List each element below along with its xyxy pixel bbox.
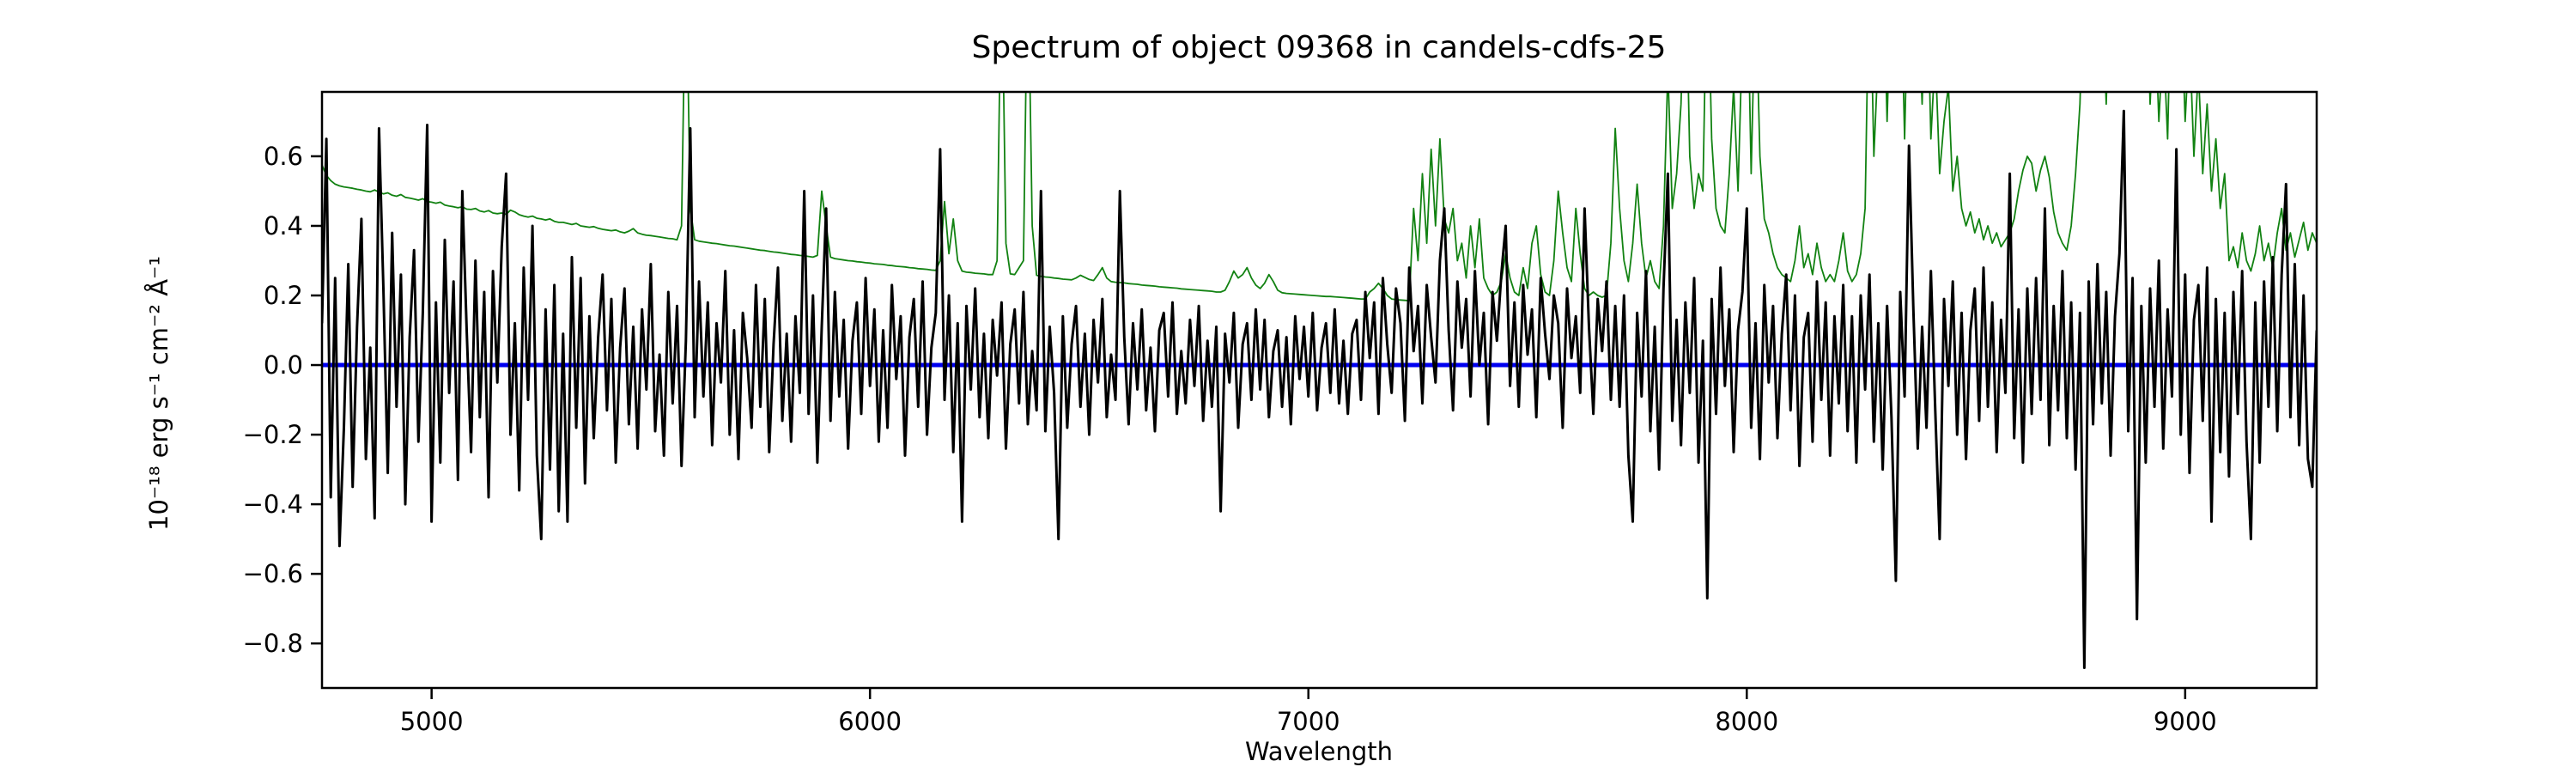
sky-noise-series [322,92,2317,302]
y-tick-label: 0.6 [264,142,303,171]
y-tick-label: −0.2 [243,420,303,449]
y-tick-label: 0.4 [264,211,303,240]
x-tick-label: 6000 [838,707,902,736]
x-axis-label: Wavelength [1244,737,1394,766]
x-tick-label: 5000 [400,707,464,736]
x-tick-label: 8000 [1715,707,1778,736]
y-tick-label: −0.4 [243,490,303,519]
series-group [322,92,2317,669]
axes-frame [320,90,2318,690]
y-axis-label: 10⁻¹⁸ erg s⁻¹ cm⁻² Å⁻¹ [144,256,173,531]
flux-series [322,109,2317,669]
plot-title: Spectrum of object 09368 in candels-cdfs… [971,30,1667,65]
y-tick-label: −0.6 [243,559,303,588]
y-tick-label: 0.2 [264,281,303,310]
x-tick-label: 9000 [2154,707,2217,736]
y-tick-label: 0.0 [264,350,303,380]
y-tick-label: −0.8 [243,629,303,658]
x-tick-label: 7000 [1277,707,1340,736]
